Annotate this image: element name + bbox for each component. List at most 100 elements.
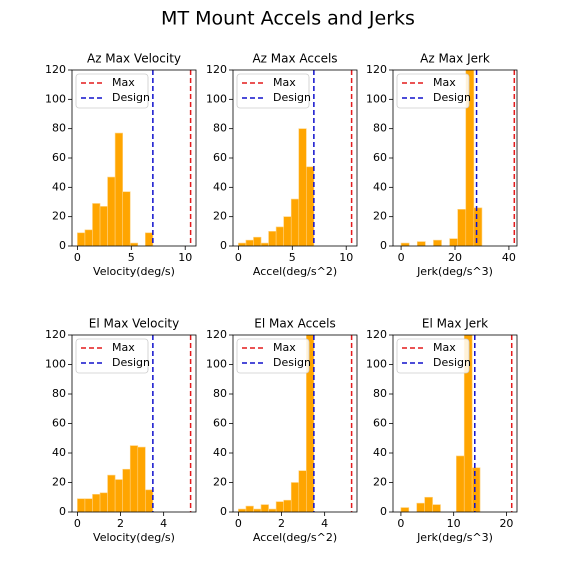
subplot-title: El Max Jerk bbox=[422, 317, 488, 331]
x-tick-label: 0 bbox=[235, 517, 242, 530]
y-tick-label: 0 bbox=[380, 239, 387, 252]
y-tick-label: 100 bbox=[206, 358, 227, 371]
legend-label: Design bbox=[273, 91, 311, 104]
x-tick-label: 20 bbox=[448, 251, 462, 264]
y-tick-label: 80 bbox=[52, 122, 66, 135]
x-tick-label: 0 bbox=[397, 517, 404, 530]
y-tick-label: 100 bbox=[366, 358, 387, 371]
y-tick-label: 20 bbox=[52, 476, 66, 489]
x-tick-label: 20 bbox=[499, 517, 513, 530]
y-tick-label: 40 bbox=[373, 446, 387, 459]
y-tick-label: 40 bbox=[52, 180, 66, 193]
plot-area bbox=[77, 70, 192, 246]
bar bbox=[92, 493, 101, 512]
y-tick-label: 20 bbox=[213, 476, 227, 489]
bar bbox=[238, 242, 247, 246]
y-tick-label: 100 bbox=[206, 92, 227, 105]
x-axis-label: Accel(deg/s^2) bbox=[253, 531, 337, 544]
y-tick-label: 60 bbox=[373, 151, 387, 164]
bar bbox=[275, 226, 284, 246]
legend-label: Max bbox=[433, 341, 456, 354]
bar bbox=[137, 446, 146, 512]
bar bbox=[268, 508, 277, 512]
bar bbox=[107, 474, 116, 512]
y-tick-label: 20 bbox=[373, 210, 387, 223]
bar bbox=[253, 236, 262, 246]
plot-area bbox=[238, 335, 353, 512]
bar bbox=[298, 470, 307, 512]
y-tick-label: 100 bbox=[45, 92, 66, 105]
y-tick-label: 60 bbox=[213, 417, 227, 430]
y-tick-label: 0 bbox=[220, 505, 227, 518]
legend-label: Max bbox=[273, 76, 296, 89]
y-tick-label: 60 bbox=[213, 151, 227, 164]
y-tick-label: 40 bbox=[52, 446, 66, 459]
bar bbox=[424, 496, 433, 512]
bar bbox=[298, 128, 307, 246]
x-tick-label: 2 bbox=[117, 517, 124, 530]
bar bbox=[99, 206, 108, 246]
bar bbox=[456, 455, 465, 512]
bar bbox=[473, 207, 483, 246]
x-tick-label: 5 bbox=[128, 251, 135, 264]
bar bbox=[129, 445, 139, 512]
bar bbox=[145, 489, 154, 512]
y-tick-label: 60 bbox=[373, 417, 387, 430]
x-tick-label: 40 bbox=[502, 251, 516, 264]
subplot-title: Az Max Accels bbox=[252, 52, 337, 66]
x-tick-label: 0 bbox=[235, 251, 242, 264]
x-tick-label: 0 bbox=[74, 517, 81, 530]
bar bbox=[416, 502, 425, 512]
y-tick-label: 0 bbox=[380, 505, 387, 518]
bar bbox=[114, 132, 123, 246]
bar bbox=[114, 479, 123, 512]
bar bbox=[465, 70, 475, 246]
y-tick-label: 80 bbox=[373, 122, 387, 135]
x-tick-label: 2 bbox=[278, 517, 285, 530]
x-tick-label: 4 bbox=[321, 517, 328, 530]
x-tick-label: 5 bbox=[289, 251, 296, 264]
legend-label: Max bbox=[112, 76, 135, 89]
y-tick-label: 120 bbox=[366, 63, 387, 76]
bar bbox=[145, 232, 154, 246]
bar bbox=[283, 499, 292, 512]
bar bbox=[260, 242, 269, 246]
legend-label: Design bbox=[112, 356, 150, 369]
y-tick-label: 40 bbox=[213, 180, 227, 193]
y-tick-label: 80 bbox=[373, 387, 387, 400]
legend-label: Max bbox=[112, 341, 135, 354]
y-tick-label: 20 bbox=[52, 210, 66, 223]
figure-title: MT Mount Accels and Jerks bbox=[161, 8, 415, 30]
bar bbox=[122, 468, 131, 512]
bar bbox=[77, 232, 86, 246]
legend-label: Max bbox=[433, 76, 456, 89]
bar bbox=[238, 508, 247, 512]
y-tick-label: 0 bbox=[59, 505, 66, 518]
y-tick-label: 120 bbox=[45, 63, 66, 76]
y-tick-label: 60 bbox=[52, 151, 66, 164]
legend-label: Max bbox=[273, 341, 296, 354]
y-tick-label: 80 bbox=[213, 122, 227, 135]
bar bbox=[433, 239, 442, 246]
bar bbox=[92, 203, 101, 246]
bar bbox=[107, 176, 116, 246]
bar bbox=[432, 504, 441, 512]
bar bbox=[290, 198, 300, 246]
y-tick-label: 100 bbox=[366, 92, 387, 105]
bar bbox=[416, 241, 426, 246]
x-tick-label: 10 bbox=[339, 251, 353, 264]
x-axis-label: Accel(deg/s^2) bbox=[253, 265, 337, 278]
y-tick-label: 80 bbox=[213, 387, 227, 400]
x-tick-label: 0 bbox=[74, 251, 81, 264]
y-tick-label: 120 bbox=[206, 328, 227, 341]
x-tick-label: 10 bbox=[178, 251, 192, 264]
y-tick-label: 40 bbox=[213, 446, 227, 459]
bar bbox=[400, 507, 410, 512]
y-tick-label: 80 bbox=[52, 387, 66, 400]
bar bbox=[253, 508, 262, 512]
legend-label: Design bbox=[433, 356, 471, 369]
x-tick-label: 0 bbox=[398, 251, 405, 264]
legend-label: Design bbox=[433, 91, 471, 104]
bar bbox=[245, 239, 254, 246]
